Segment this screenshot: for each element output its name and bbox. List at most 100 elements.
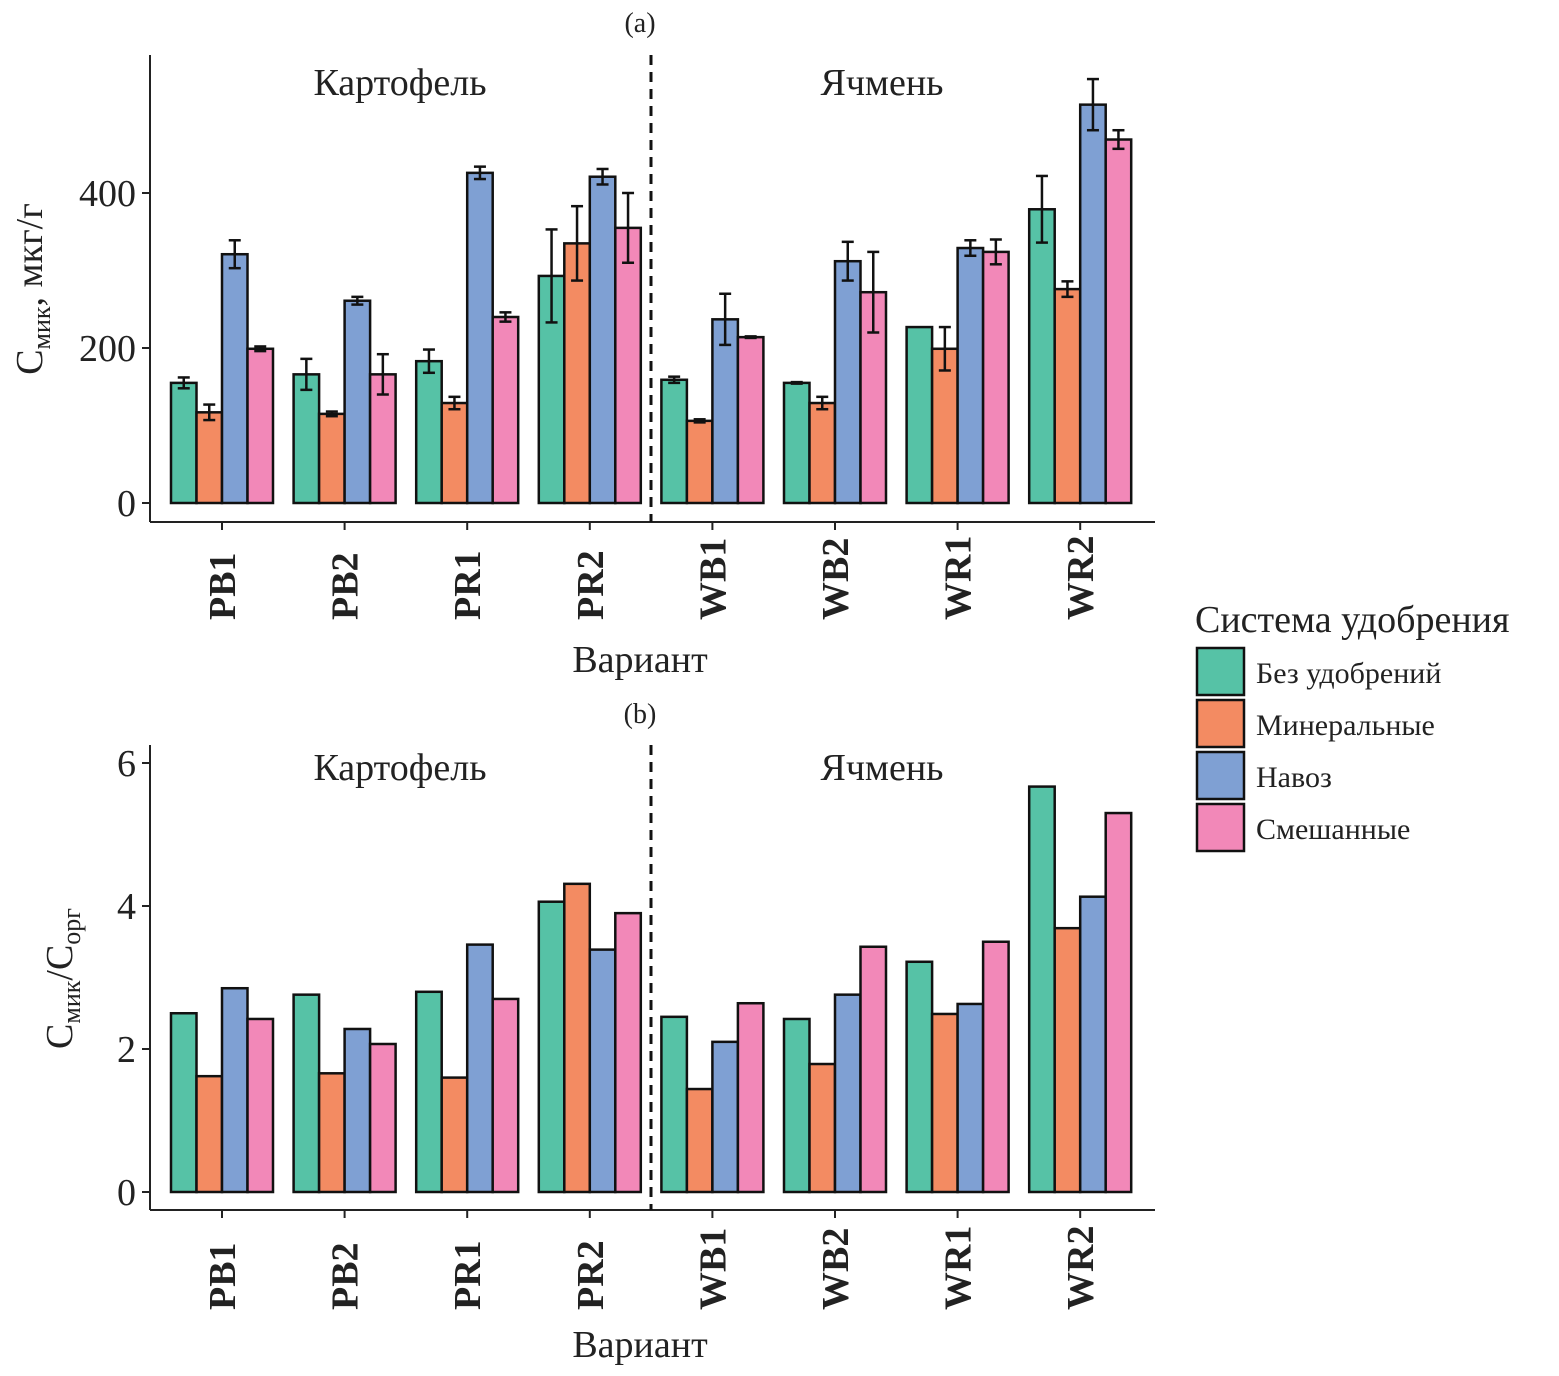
bar-WB1-0 — [660, 378, 689, 505]
bar-WR1-2 — [956, 1002, 985, 1194]
bar-PR1-3 — [491, 997, 520, 1194]
bar-PB2-2 — [343, 299, 372, 505]
y-tick-label: 4 — [117, 886, 136, 928]
bar-WB1-2 — [711, 318, 740, 505]
bar-PB2-1 — [317, 1072, 346, 1194]
bar-WB2-1 — [808, 1062, 837, 1194]
panel-label: (a) — [624, 8, 655, 39]
y-axis-label-sub2: орг — [57, 908, 86, 945]
bar-WR2-3 — [1104, 811, 1133, 1194]
bar-WR1-1 — [930, 347, 959, 505]
y-tick-label: 400 — [79, 173, 136, 215]
bar-PR1-3 — [491, 315, 520, 505]
x-tick-label: PB1 — [202, 552, 244, 620]
bar-PR2-3 — [614, 226, 643, 505]
bar-PR1-2 — [465, 171, 494, 505]
legend-label: Навоз — [1256, 761, 1332, 794]
bar-WR1-3 — [981, 940, 1010, 1194]
bar-WR1-1 — [930, 1012, 959, 1194]
bar-WB1-2 — [711, 1040, 740, 1194]
x-tick-label: PR2 — [570, 550, 612, 620]
bar-PB2-3 — [368, 373, 397, 505]
x-tick-label: PR2 — [570, 1240, 612, 1310]
bar-WB1-3 — [736, 1001, 765, 1194]
bar-PR1-1 — [440, 401, 469, 505]
x-tick-label: PB1 — [202, 1242, 244, 1310]
legend: Система удобрения Без удобрений Минеральны… — [1195, 599, 1509, 853]
bar-WB2-2 — [833, 259, 862, 505]
y-tick-label: 6 — [117, 743, 136, 785]
x-tick-label: WB1 — [692, 1228, 734, 1310]
legend-swatch — [1195, 698, 1246, 749]
x-tick-label: WB2 — [815, 1228, 857, 1310]
x-axis-label: Вариант — [572, 639, 708, 681]
x-tick-label: WB1 — [692, 538, 734, 620]
x-tick-label: WB2 — [815, 538, 857, 620]
bar-WB2-1 — [808, 401, 837, 505]
bar-PB1-3 — [246, 347, 275, 505]
bar-PB2-3 — [368, 1042, 397, 1194]
legend-title: Система удобрения — [1195, 599, 1509, 641]
bar-WR2-1 — [1053, 926, 1082, 1194]
y-axis-label-rest: /C — [39, 945, 81, 981]
y-axis-label-main: C — [9, 349, 51, 374]
legend-label: Смешанные — [1256, 813, 1410, 846]
group-label-potato: Картофель — [313, 62, 486, 104]
bar-PR1-0 — [414, 359, 443, 505]
panel-b: (b) 0 2 4 6 Cмик/Cорг Картофель Ячмень PB1 PB2 PR1… — [39, 699, 1155, 1366]
y-axis-label-sub: мик — [27, 306, 56, 349]
bar-PR2-1 — [563, 242, 592, 505]
group-label-potato: Картофель — [313, 747, 486, 789]
legend-label: Без удобрений — [1256, 657, 1441, 690]
bar-PB1-0 — [169, 1012, 198, 1194]
x-tick-label: PR1 — [447, 550, 489, 620]
bar-PB2-2 — [343, 1027, 372, 1194]
bar-PR2-0 — [537, 900, 566, 1194]
legend-swatch — [1195, 750, 1246, 801]
bar-PR2-2 — [588, 175, 617, 505]
bar-WB1-1 — [685, 419, 714, 505]
x-tick-label: WR2 — [1060, 536, 1102, 620]
x-tick-label: WR1 — [938, 536, 980, 620]
y-axis-label-rest: , мкг/г — [9, 203, 51, 306]
y-tick-label: 0 — [117, 483, 136, 525]
bar-PR1-0 — [414, 990, 443, 1194]
x-tick-label: PR1 — [447, 1240, 489, 1310]
bar-WB2-0 — [782, 381, 811, 505]
legend-swatch — [1195, 802, 1246, 853]
y-tick-label: 200 — [79, 328, 136, 370]
bar-WR2-2 — [1078, 103, 1107, 505]
bar-PR2-3 — [614, 911, 643, 1194]
bar-WB2-2 — [833, 993, 862, 1194]
bar-WR2-1 — [1053, 287, 1082, 505]
bar-PR1-2 — [465, 943, 494, 1194]
bar-WB1-0 — [660, 1015, 689, 1194]
x-axis-label: Вариант — [572, 1324, 708, 1366]
bar-WB2-0 — [782, 1017, 811, 1194]
x-tick-label: WR2 — [1060, 1226, 1102, 1310]
bar-WR2-0 — [1027, 208, 1056, 505]
group-label-barley: Ячмень — [820, 747, 943, 789]
bar-PB1-1 — [195, 1074, 224, 1194]
x-tick-label: PB2 — [325, 552, 367, 620]
y-tick-label: 2 — [117, 1029, 136, 1071]
bar-PB1-1 — [195, 411, 224, 505]
legend-label: Минеральные — [1256, 709, 1435, 742]
x-tick-label: WR1 — [938, 1226, 980, 1310]
bar-PB1-0 — [169, 381, 198, 505]
bar-PR1-1 — [440, 1076, 469, 1194]
y-axis-label-main: C — [39, 1024, 81, 1049]
bar-PR2-2 — [588, 948, 617, 1194]
panel-a: (a) 0 200 400 Cмик, мкг/г Картофель Ячмень PB1 P… — [9, 8, 1155, 681]
x-tick-label: PB2 — [325, 1242, 367, 1310]
bar-PB1-3 — [246, 1017, 275, 1194]
bar-PR2-1 — [563, 882, 592, 1194]
legend-swatch — [1195, 646, 1246, 697]
bar-PB1-2 — [220, 986, 249, 1194]
bar-WR2-2 — [1078, 895, 1107, 1194]
bar-PB2-1 — [317, 412, 346, 505]
bar-WR1-0 — [905, 325, 934, 505]
y-axis-label: Cмик, мкг/г — [9, 203, 56, 375]
